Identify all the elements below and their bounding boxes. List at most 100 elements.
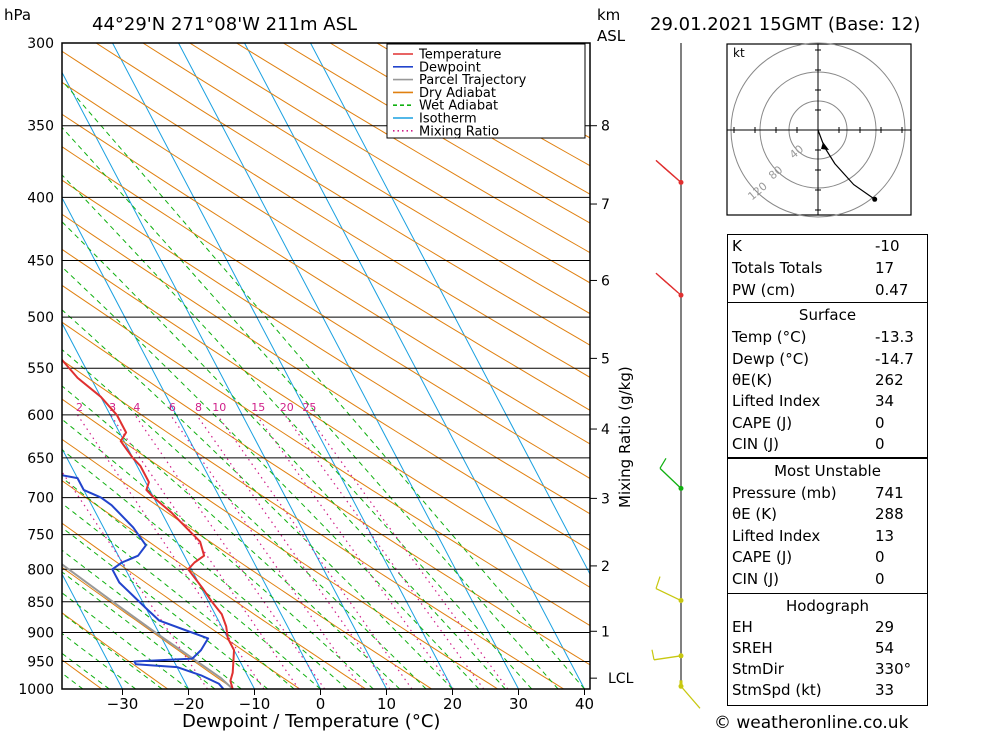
eh-label: EH — [732, 618, 753, 636]
km-tick-label: LCL — [608, 671, 634, 687]
dry-adiabat-line — [62, 248, 590, 588]
stmdir-value: 330° — [875, 660, 912, 678]
asl-label: ASL — [597, 27, 626, 45]
wind-barb-staff — [653, 655, 682, 661]
surface-cape-label: CAPE (J) — [732, 414, 793, 432]
surface-li-label: Lifted Index — [732, 392, 821, 410]
mixing-ratio-label: 6 — [169, 401, 176, 414]
temp-tick-label: 20 — [443, 695, 462, 713]
wind-barb — [679, 680, 701, 709]
dry-adiabat-line — [62, 480, 366, 689]
parcel-trajectory-line — [62, 563, 234, 689]
isotherm-line — [62, 196, 321, 689]
pressure-tick-label: 600 — [27, 408, 54, 424]
pressure-tick-label: 900 — [27, 625, 54, 641]
wind-barb-staff — [659, 467, 682, 489]
plot-frame — [61, 42, 591, 690]
sreh-value: 54 — [875, 639, 895, 657]
surface-cape-value: 0 — [875, 414, 885, 432]
eh-value: 29 — [875, 618, 895, 636]
mixing-ratio-label: 3 — [109, 401, 116, 414]
wet-adiabat-line — [62, 592, 189, 689]
wind-barb-feather — [667, 170, 679, 181]
km-tick-label: 3 — [601, 491, 610, 507]
dry-adiabat-line — [142, 43, 590, 315]
stmspd-value: 33 — [875, 681, 895, 699]
datetime-title: 29.01.2021 15GMT (Base: 12) — [650, 14, 920, 35]
mu-cape-value: 0 — [875, 548, 885, 566]
dry-adiabat-line — [62, 81, 590, 411]
mu-theta-label: θE (K) — [732, 505, 777, 523]
surface-theta-value: 262 — [875, 371, 904, 389]
wet-adiabat-line — [62, 418, 374, 689]
location-title: 44°29'N 271°08'W 211m ASL — [92, 14, 357, 35]
hodograph-panel: Hodograph EH 29 SREH 54 StmDir 330° StmSpd … — [727, 593, 928, 706]
wind-barb-staff — [655, 587, 682, 602]
wind-barb-feather — [659, 458, 667, 469]
most-unstable-panel: Most Unstable Pressure (mb) 741 θE (K) 288… — [727, 458, 928, 594]
isotherm-line — [310, 43, 590, 576]
dry-adiabat-line — [283, 43, 590, 224]
stmdir-label: StmDir — [732, 660, 784, 678]
surface-cin-value: 0 — [875, 435, 885, 453]
temp-tick-label: −30 — [107, 695, 139, 713]
km-label: km — [597, 6, 620, 24]
temp-tick-label: 0 — [316, 695, 326, 713]
pw-value: 0.47 — [875, 281, 909, 299]
wind-barb — [651, 649, 682, 661]
wet-adiabat-line — [62, 571, 216, 689]
mixing-ratio-line — [196, 414, 391, 689]
km-tick-label: 1 — [601, 624, 610, 640]
surface-temp-value: -13.3 — [875, 328, 914, 346]
hodograph-unit-label: kt — [733, 46, 745, 60]
dry-adiabat-line — [62, 566, 234, 689]
wet-adiabat-line — [62, 449, 348, 689]
legend-item-label: Temperature — [418, 48, 501, 63]
wind-barb-feather — [680, 685, 701, 709]
km-tick-label: 8 — [601, 119, 610, 135]
pressure-tick-label: 700 — [27, 491, 54, 507]
isotherm-line — [62, 71, 387, 689]
mu-pressure-value: 741 — [875, 484, 904, 502]
surface-dewp-label: Dewp (°C) — [732, 350, 810, 368]
pressure-tick-label: 800 — [27, 562, 54, 578]
wet-adiabat-line — [62, 612, 163, 689]
wind-barb-feather — [655, 576, 661, 589]
pressure-tick-label: 300 — [27, 36, 54, 52]
hodograph-title: Hodograph — [785, 597, 870, 615]
surface-cin-label: CIN (J) — [732, 435, 780, 453]
mixing-ratio-label: 15 — [251, 401, 265, 414]
temp-tick-label: 30 — [509, 695, 528, 713]
mixing-ratio-line — [134, 414, 326, 689]
mixing-ratio-line — [110, 414, 300, 689]
mu-pressure-label: Pressure (mb) — [732, 484, 837, 502]
isotherm-line — [112, 43, 453, 689]
dry-adiabat-line — [62, 113, 590, 445]
pressure-tick-label: 450 — [27, 254, 54, 270]
temp-tick-label: −20 — [173, 695, 205, 713]
dry-adiabat-line — [236, 43, 590, 254]
legend-item-label: Wet Adiabat — [419, 99, 498, 114]
surface-panel: Surface Temp (°C) -13.3 Dewp (°C) -14.7 θE… — [727, 302, 928, 458]
wind-barb — [655, 576, 682, 602]
wind-barb-feather — [651, 649, 655, 660]
wet-adiabat-line — [62, 266, 480, 689]
dry-adiabat-line — [95, 43, 590, 346]
wet-adiabat-line — [62, 79, 585, 689]
pressure-tick-label: 750 — [27, 528, 54, 544]
isotherm-line — [244, 43, 585, 689]
k-index-label: K — [732, 237, 742, 255]
dry-adiabat-line — [189, 43, 590, 284]
mixing-ratio-label: 20 — [280, 401, 294, 414]
indices-panel: K -10 Totals Totals 17 PW (cm) 0.47 — [727, 234, 928, 303]
stmspd-label: StmSpd (kt) — [732, 681, 822, 699]
k-index-value: -10 — [875, 237, 900, 255]
hodograph-trace — [817, 129, 876, 200]
dry-adiabat-line — [62, 50, 590, 378]
pressure-tick-label: 350 — [27, 119, 54, 135]
totals-totals-label: Totals Totals — [732, 259, 823, 277]
temp-tick-label: 10 — [377, 695, 396, 713]
dry-adiabat-line — [62, 438, 432, 689]
